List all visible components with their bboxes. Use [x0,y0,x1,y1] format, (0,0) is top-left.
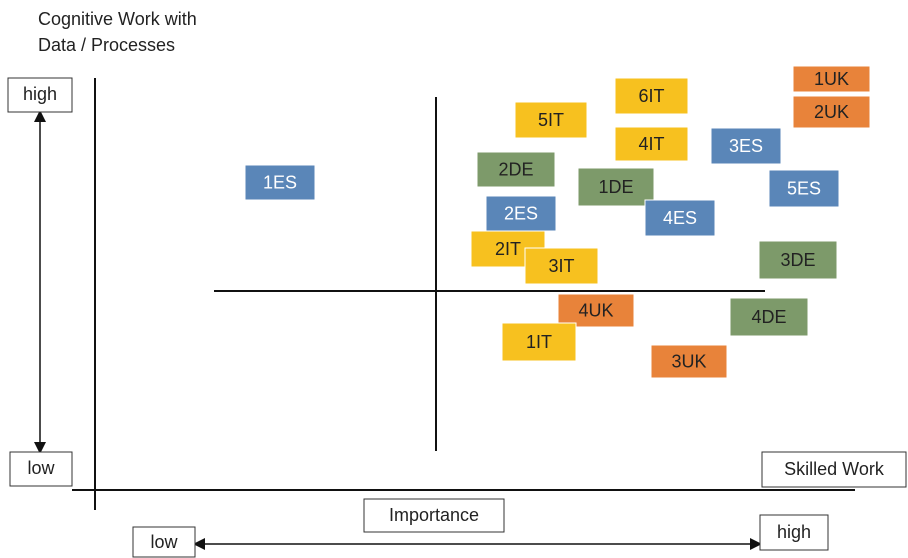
title-line: Cognitive Work with [38,9,197,29]
node-label: 4ES [663,208,697,228]
label-box [132,526,196,558]
y-high: high [23,84,57,104]
node-box [792,65,871,93]
node-label: 2ES [504,203,538,223]
node-label: 1ES [263,172,297,192]
node-label: 1DE [598,177,633,197]
node-box [710,127,782,165]
node-box [485,195,557,232]
node-box [614,77,689,115]
node-label: 2UK [814,102,849,122]
node-label: 5ES [787,178,821,198]
x-high: high [777,522,811,542]
node-box [729,297,809,337]
node-label: 4IT [638,134,664,154]
node-label: 4UK [578,300,613,320]
node-label: 4DE [751,307,786,327]
x-label: Importance [389,505,479,525]
node-box [577,167,655,207]
label-box [761,451,907,488]
x-end: Skilled Work [784,459,885,479]
node-label: 5IT [538,110,564,130]
node-box [644,199,716,237]
node-label: 3IT [548,256,574,276]
node-label: 1UK [814,69,849,89]
node-box [476,151,556,188]
label-box [7,77,73,113]
node-box [244,164,316,201]
node-box [792,95,871,129]
label-box [9,451,73,487]
node-box [768,169,840,208]
node-box [524,247,599,285]
node-box [614,126,689,162]
node-box [501,322,577,362]
nodes: 1UK 2UK 6IT 5IT 4IT 3ES 2DE 1ES 1DE 5ES 2ES 4ES 2IT 3… [244,65,871,379]
title-line: Data / Processes [38,35,175,55]
node-label: 3DE [780,250,815,270]
x-low: low [150,532,178,552]
label-box [363,498,505,533]
label-box [759,514,829,551]
y-low: low [27,458,55,478]
node-label: 3ES [729,136,763,156]
node-label: 3UK [671,351,706,371]
node-label: 2DE [498,159,533,179]
node-box [514,101,588,139]
node-box [650,344,728,379]
node-label: 2IT [495,239,521,259]
node-box [758,240,838,280]
node-box [557,293,635,328]
node-label: 6IT [638,86,664,106]
node-label: 1IT [526,332,552,352]
